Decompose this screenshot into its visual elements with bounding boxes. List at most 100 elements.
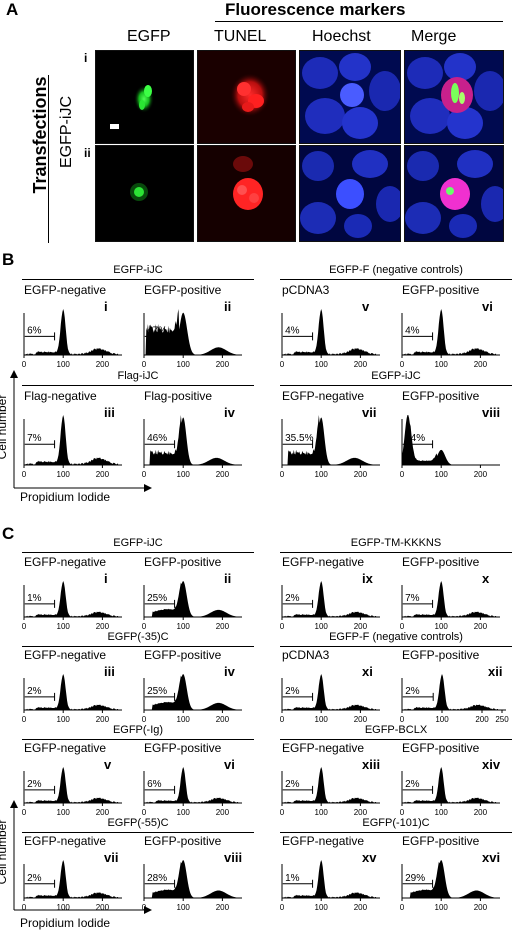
histogram-percent: 1%: [27, 593, 42, 604]
c-group-rule-3: [22, 646, 254, 647]
histogram-gate: [24, 692, 56, 701]
histogram-percent: 6%: [147, 779, 162, 790]
histogram-tick-label: 200: [474, 808, 488, 817]
histogram-tick-label: 100: [177, 808, 191, 817]
histogram-plot: 0 100 200 4%: [400, 309, 500, 369]
histogram-label: EGFP-positive: [144, 283, 222, 297]
panel-b-letter: B: [2, 250, 15, 269]
histogram-percent: 2%: [27, 779, 42, 790]
histogram-distribution: [402, 415, 497, 465]
micrograph-tunel-i: [197, 50, 296, 144]
histogram-tick-label: 0: [400, 715, 405, 724]
b-group-title-1: EGFP-iJC: [113, 264, 163, 276]
histogram-label: EGFP-negative: [282, 389, 365, 403]
histogram-percent: 2%: [405, 686, 420, 697]
histogram-tick-label: 200: [216, 360, 230, 369]
histogram-tick-label: 200: [474, 622, 488, 631]
c-group-title-1: EGFP-iJC: [113, 537, 163, 549]
histogram-tick-label: 0: [280, 715, 285, 724]
histogram-tick-label: 200: [216, 622, 230, 631]
histogram-tick-label: 0: [22, 903, 27, 912]
histogram-tick-label: 0: [400, 360, 405, 369]
panel-b-xlabel: Propidium Iodide: [20, 490, 111, 504]
b-group-rule-1: [22, 279, 254, 280]
histogram-plot: 0 100 200 250 2%: [400, 674, 509, 724]
histogram-tick-label: 0: [280, 903, 285, 912]
histogram-plot: 0 100 200 2%: [400, 767, 500, 817]
histogram-percent: 2%: [285, 779, 300, 790]
histogram-gate: [24, 785, 56, 794]
histogram-percent: 4%: [285, 325, 300, 336]
histogram-tick-label: 200: [96, 903, 110, 912]
c-group-rule-2: [280, 552, 512, 553]
histogram-gate: [144, 440, 176, 449]
histogram-percent: 29%: [405, 873, 425, 884]
histogram-plot: 0 100 200 25%: [142, 674, 242, 724]
histogram-roman: xii: [488, 664, 503, 679]
histogram-tick-label: 100: [315, 808, 329, 817]
histogram-tick-label: 200: [96, 470, 110, 479]
histogram-plot: 0 100 200 2%: [22, 860, 122, 912]
histogram-label: EGFP-positive: [144, 834, 222, 848]
histogram-roman: i: [104, 299, 108, 314]
histogram-plot: 0 100 200 1%: [280, 860, 380, 912]
histogram-plot: 0 100 200 2%: [280, 767, 380, 817]
histogram-roman: x: [482, 571, 490, 586]
histogram-tick-label: 100: [57, 903, 71, 912]
histogram-label: EGFP-negative: [282, 741, 365, 755]
b-group-title-3: Flag-iJC: [117, 370, 159, 382]
histogram-tick-label: 0: [280, 470, 285, 479]
b-group-rule-2: [280, 279, 512, 280]
col-hoechst: Hoechst: [312, 28, 371, 45]
histogram-roman: ix: [362, 571, 373, 586]
panel-b-ylabel: Cell number: [0, 394, 9, 460]
histogram-c-xi: pCDNA3 xi 0 100 200 2%: [280, 648, 392, 724]
histogram-tick-label: 100: [435, 470, 449, 479]
micrograph-egfp-i: [95, 50, 194, 144]
histogram-tick-label: 100: [435, 360, 449, 369]
col-egfp: EGFP: [127, 28, 171, 45]
histogram-roman: viii: [224, 850, 243, 865]
histogram-b-v: pCDNA3 v 0 100 200 4%: [280, 283, 392, 369]
histogram-plot: 0 100 200 2%: [280, 581, 380, 631]
histogram-distribution: [144, 674, 239, 710]
histogram-plot: 0 100 200 2%: [22, 767, 122, 817]
histogram-roman: xvi: [482, 850, 501, 865]
histogram-roman: v: [104, 757, 112, 772]
histogram-percent: 2%: [405, 779, 420, 790]
histogram-percent: 28%: [147, 873, 167, 884]
histogram-tick-label: 0: [400, 622, 405, 631]
histogram-plot: 0 100 200 1%: [22, 581, 122, 631]
histogram-tick-label: 100: [57, 622, 71, 631]
histogram-roman: ii: [224, 571, 232, 586]
histogram-gate: [282, 785, 314, 794]
histogram-b-ii: EGFP-positive ii 0 100 200 47%: [142, 283, 254, 369]
row-subtitle: EGFP-iJC: [58, 96, 75, 168]
scale-bar: [110, 124, 119, 129]
histogram-tick-label: 100: [57, 808, 71, 817]
histogram-roman: vii: [104, 850, 119, 865]
histogram-tick-label: 200: [474, 903, 488, 912]
histogram-tick-label: 200: [96, 715, 110, 724]
histogram-tick-label: 100: [177, 470, 191, 479]
histogram-tick-label: 0: [22, 470, 27, 479]
histogram-tick-label: 200: [216, 470, 230, 479]
histogram-label: Flag-positive: [144, 389, 213, 403]
histogram-distribution: [144, 860, 239, 898]
histogram-tick-label: 200: [474, 360, 488, 369]
panel-c-letter: C: [2, 524, 15, 543]
histogram-label: EGFP-negative: [24, 283, 107, 297]
c-group-title-4: EGFP-F (negative controls): [329, 631, 463, 643]
histogram-tick-label: 0: [142, 360, 147, 369]
histogram-roman: ii: [224, 299, 232, 314]
c-group-rule-8: [280, 832, 512, 833]
histogram-b-viii: EGFP-positive viii 0 100 200 74%: [400, 389, 512, 479]
histogram-percent: 46%: [147, 433, 167, 444]
histogram-roman: iii: [104, 405, 115, 420]
histogram-tick-label: 0: [142, 808, 147, 817]
histogram-percent: 4%: [405, 325, 420, 336]
histogram-roman: iv: [224, 405, 235, 420]
histogram-tick-label: 0: [142, 622, 147, 631]
histogram-gate: [24, 440, 56, 449]
histogram-tick-label: 0: [142, 715, 147, 724]
